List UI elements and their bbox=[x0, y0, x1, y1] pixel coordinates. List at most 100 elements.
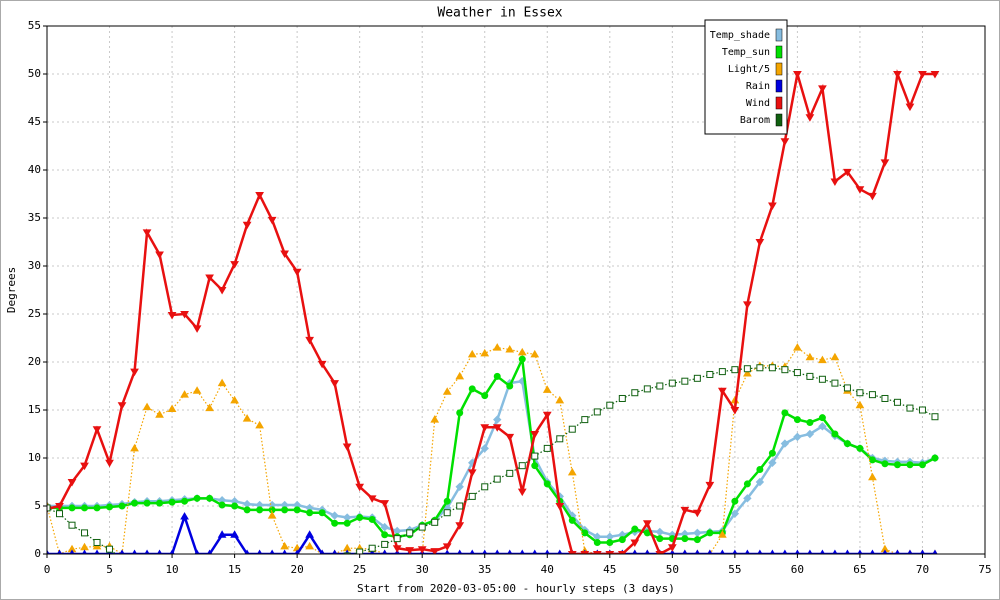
data-point bbox=[93, 538, 101, 546]
data-point bbox=[330, 380, 340, 388]
data-point bbox=[56, 510, 64, 518]
data-point bbox=[856, 389, 864, 397]
data-point bbox=[506, 382, 514, 390]
data-point bbox=[705, 481, 715, 490]
data-point bbox=[518, 462, 526, 470]
data-point bbox=[255, 420, 264, 429]
legend: Temp_shade Temp_sun Light/5 Rain Wind Barom bbox=[704, 19, 788, 135]
data-point bbox=[355, 483, 365, 492]
data-point bbox=[681, 535, 689, 543]
data-point bbox=[117, 402, 127, 410]
legend-swatch bbox=[775, 113, 783, 127]
data-point bbox=[818, 85, 827, 93]
chart-title: Weather in Essex bbox=[437, 6, 562, 21]
data-point bbox=[217, 287, 227, 295]
data-point bbox=[180, 311, 189, 319]
x-tick-label: 45 bbox=[603, 563, 616, 576]
data-point bbox=[205, 274, 214, 283]
data-point bbox=[155, 251, 164, 259]
y-tick-label: 20 bbox=[28, 355, 41, 368]
data-point bbox=[542, 385, 552, 393]
data-point bbox=[493, 415, 502, 424]
data-point bbox=[617, 551, 627, 554]
data-point bbox=[443, 497, 451, 505]
data-point bbox=[167, 311, 177, 320]
data-point bbox=[918, 461, 926, 469]
data-point bbox=[80, 462, 89, 471]
data-point bbox=[868, 456, 876, 464]
data-point bbox=[442, 543, 452, 551]
data-point bbox=[693, 374, 701, 382]
data-point bbox=[606, 538, 614, 546]
data-point bbox=[693, 536, 701, 544]
data-point bbox=[493, 475, 501, 483]
data-point bbox=[793, 432, 802, 442]
data-point bbox=[530, 349, 540, 358]
data-point bbox=[818, 355, 827, 364]
data-point bbox=[643, 385, 651, 393]
data-point bbox=[217, 378, 227, 387]
data-point bbox=[730, 509, 740, 518]
data-point bbox=[868, 391, 876, 399]
data-point bbox=[843, 440, 851, 448]
data-point bbox=[717, 387, 727, 396]
data-point bbox=[256, 506, 264, 514]
legend-label: Light/5 bbox=[728, 64, 770, 75]
data-point bbox=[555, 395, 565, 404]
data-point bbox=[317, 360, 327, 369]
data-point bbox=[805, 114, 815, 122]
x-tick-label: 60 bbox=[791, 563, 804, 576]
data-point bbox=[342, 443, 352, 451]
data-point bbox=[731, 366, 739, 374]
data-point bbox=[592, 551, 602, 554]
x-tick-label: 10 bbox=[165, 563, 178, 576]
data-point bbox=[280, 541, 289, 550]
y-tick-label: 40 bbox=[28, 163, 41, 176]
data-point bbox=[417, 546, 427, 554]
x-tick-label: 65 bbox=[853, 563, 866, 576]
data-point bbox=[567, 467, 577, 476]
data-point bbox=[381, 531, 389, 539]
data-point bbox=[618, 536, 626, 544]
data-point bbox=[656, 535, 664, 543]
data-point bbox=[230, 395, 239, 404]
data-point bbox=[130, 443, 139, 452]
data-point bbox=[768, 449, 776, 457]
data-point bbox=[906, 404, 914, 412]
data-point bbox=[517, 488, 527, 497]
data-point bbox=[456, 409, 464, 417]
data-point bbox=[580, 551, 590, 554]
data-point bbox=[443, 509, 451, 517]
data-point bbox=[467, 469, 477, 477]
data-point bbox=[605, 551, 615, 554]
data-point bbox=[431, 518, 439, 526]
data-point bbox=[756, 364, 764, 372]
data-point bbox=[168, 498, 176, 506]
data-point bbox=[631, 525, 639, 533]
data-point bbox=[68, 504, 76, 512]
series-line bbox=[47, 512, 935, 554]
data-point bbox=[731, 497, 739, 505]
data-point bbox=[743, 301, 752, 309]
data-point bbox=[906, 461, 914, 469]
data-point bbox=[506, 469, 514, 477]
data-point bbox=[206, 494, 214, 502]
data-point bbox=[280, 250, 289, 259]
y-tick-label: 55 bbox=[28, 19, 41, 32]
data-point bbox=[931, 454, 939, 462]
data-point bbox=[218, 501, 226, 509]
data-point bbox=[68, 521, 76, 529]
data-point bbox=[843, 168, 852, 177]
data-point bbox=[281, 506, 289, 514]
data-point bbox=[830, 352, 840, 361]
data-point bbox=[768, 458, 777, 468]
data-point bbox=[331, 519, 339, 527]
data-point bbox=[717, 530, 727, 538]
data-point bbox=[217, 530, 227, 538]
data-point bbox=[455, 371, 465, 380]
data-point bbox=[418, 523, 426, 531]
data-point bbox=[793, 343, 802, 351]
data-point bbox=[242, 221, 252, 230]
data-point bbox=[567, 551, 577, 554]
